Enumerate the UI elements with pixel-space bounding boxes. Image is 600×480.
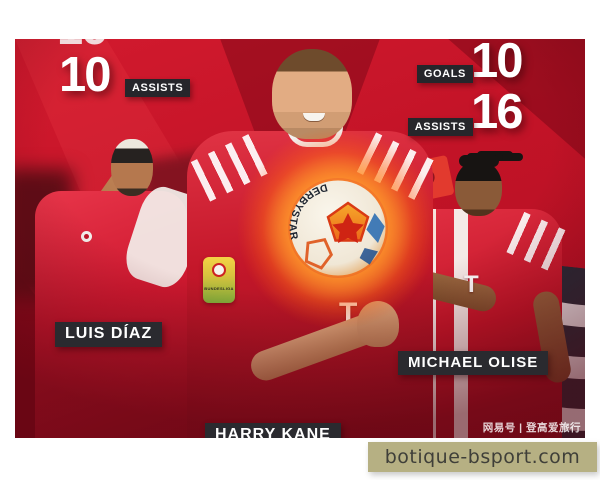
player-name-olise: MICHAEL OLISE (398, 351, 549, 375)
right-assists-label: ASSISTS (407, 118, 473, 136)
kane-hand (357, 301, 399, 347)
patch-ball-icon (212, 263, 226, 277)
left-assists-value: 10 (59, 48, 111, 102)
promo-graphic: T T BUNDESLIGA (15, 39, 585, 438)
player-name-diaz: LUIS DÍAZ (55, 322, 163, 347)
patch-label: BUNDESLIGA (204, 286, 234, 291)
bundesliga-patch: BUNDESLIGA (203, 257, 235, 303)
player-name-kane: HARRY KANE (205, 423, 341, 438)
site-watermark-box: botique-bsport.com (368, 442, 597, 472)
kane-head (272, 49, 352, 139)
derbystar-ball: DERBYSTAR (288, 180, 386, 276)
right-goals-label: GOALS (416, 65, 473, 83)
right-assists-value: 16 (471, 85, 523, 139)
netease-watermark: 网易号 | 登高爱旅行 (482, 422, 581, 434)
site-watermark-text: botique-bsport.com (384, 446, 581, 468)
left-assists-label: ASSISTS (125, 79, 191, 97)
right-goals-value: 10 (471, 39, 523, 88)
left-goals-value-cropped: 16 (57, 39, 107, 51)
